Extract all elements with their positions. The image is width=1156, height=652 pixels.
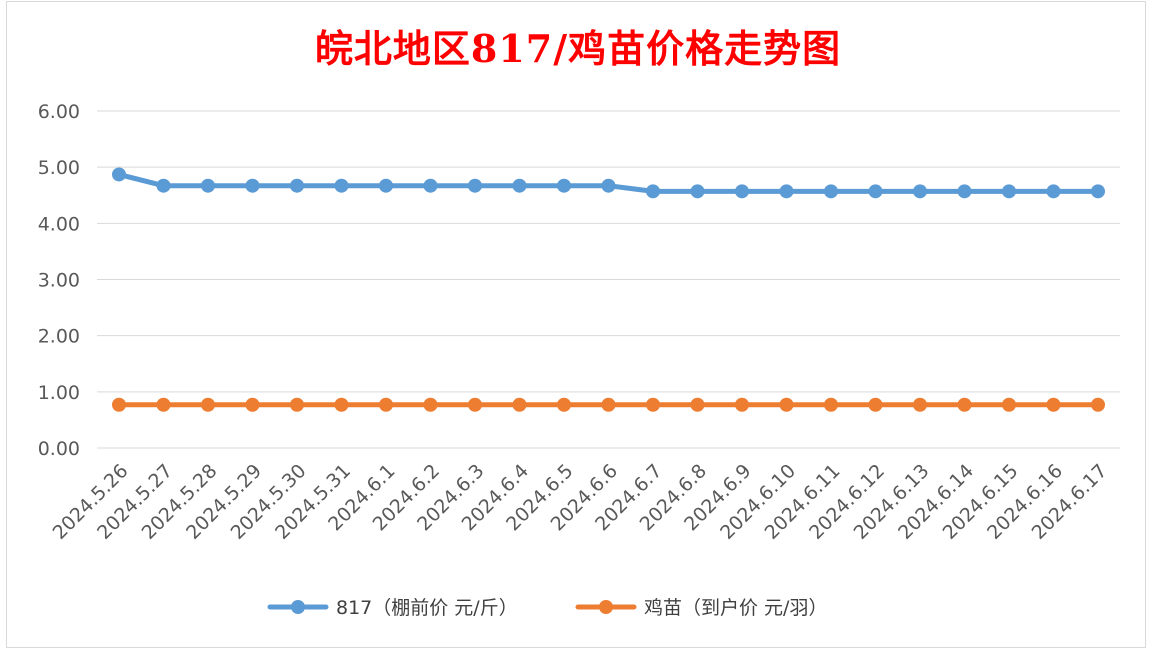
data-point <box>690 397 705 412</box>
data-point <box>156 397 171 412</box>
data-point <box>824 184 838 199</box>
data-point <box>423 178 438 193</box>
data-point <box>290 397 304 412</box>
data-point <box>1046 397 1061 412</box>
data-point <box>957 397 972 412</box>
data-point <box>1091 397 1105 412</box>
data-point <box>1002 397 1016 412</box>
legend-swatch-marker <box>599 600 613 614</box>
data-point <box>690 184 705 199</box>
data-point <box>824 397 838 412</box>
data-point <box>201 178 215 193</box>
data-point <box>112 167 126 182</box>
data-point <box>245 397 260 412</box>
data-point <box>379 397 393 412</box>
data-point <box>957 184 972 199</box>
data-point <box>557 178 571 193</box>
legend-label: 鸡苗（到户价 元/羽） <box>644 597 827 619</box>
data-point <box>201 397 215 412</box>
data-point <box>245 178 260 193</box>
legend-swatch-marker <box>291 600 305 614</box>
data-point <box>735 397 749 412</box>
data-point <box>868 184 883 199</box>
data-point <box>779 397 794 412</box>
y-tick-label: 2.00 <box>38 326 80 348</box>
y-tick-label: 5.00 <box>38 157 80 179</box>
data-point <box>156 178 171 193</box>
chart-title: 皖北地区817/鸡苗价格走势图 <box>314 26 842 71</box>
chart-frame <box>6 1 1146 648</box>
data-point <box>423 397 438 412</box>
data-point <box>601 178 616 193</box>
data-point <box>913 184 927 199</box>
legend-label: 817（棚前价 元/斤） <box>336 597 518 619</box>
y-tick-label: 3.00 <box>38 270 80 292</box>
data-point <box>868 397 883 412</box>
data-point <box>468 178 482 193</box>
data-point <box>1046 184 1061 199</box>
data-point <box>468 397 482 412</box>
data-point <box>646 184 660 199</box>
data-point <box>913 397 927 412</box>
data-point <box>112 397 126 412</box>
y-tick-label: 1.00 <box>38 382 80 404</box>
data-point <box>646 397 660 412</box>
y-tick-label: 4.00 <box>38 213 80 235</box>
data-point <box>735 184 749 199</box>
data-point <box>290 178 304 193</box>
data-point <box>334 178 349 193</box>
data-point <box>334 397 349 412</box>
data-point <box>1091 184 1105 199</box>
data-point <box>512 397 527 412</box>
data-point <box>379 178 393 193</box>
data-point <box>557 397 571 412</box>
y-tick-label: 6.00 <box>38 101 80 123</box>
data-point <box>512 178 527 193</box>
data-point <box>601 397 616 412</box>
data-point <box>779 184 794 199</box>
y-tick-label: 0.00 <box>38 438 80 460</box>
data-point <box>1002 184 1016 199</box>
